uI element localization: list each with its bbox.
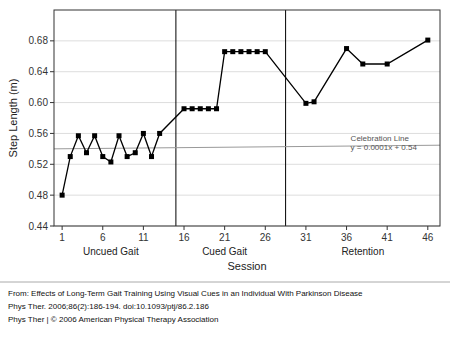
data-point xyxy=(84,150,89,155)
caption: From: Effects of Long-Term Gait Training… xyxy=(8,289,363,298)
data-point xyxy=(92,133,97,138)
x-tick-label: 1 xyxy=(59,232,65,243)
x-tick xyxy=(265,226,266,230)
data-point xyxy=(247,49,252,54)
data-point xyxy=(190,106,195,111)
x-tick-label: 6 xyxy=(100,232,106,243)
caption-separator xyxy=(0,282,450,283)
x-axis: 161116212631364146 xyxy=(59,226,433,243)
data-point xyxy=(263,49,268,54)
x-tick-label: 21 xyxy=(219,232,231,243)
data-point xyxy=(68,154,73,159)
y-tick-label: 0.64 xyxy=(29,66,49,77)
phase-line xyxy=(285,10,286,226)
x-tick xyxy=(224,226,225,230)
chart: 0.440.480.520.560.600.640.68161116212631… xyxy=(0,0,450,338)
y-tick-label: 0.52 xyxy=(29,159,49,170)
grid-line xyxy=(54,40,440,41)
x-tick-label: 36 xyxy=(341,232,353,243)
data-point xyxy=(312,99,317,104)
data-point xyxy=(255,49,260,54)
data-point xyxy=(141,131,146,136)
x-tick-label: 11 xyxy=(138,232,149,243)
x-tick-label: 26 xyxy=(260,232,272,243)
y-tick xyxy=(50,40,54,41)
x-tick xyxy=(62,226,63,230)
grid-line xyxy=(54,102,440,103)
data-point xyxy=(222,49,227,54)
x-tick xyxy=(427,226,428,230)
plot-frame xyxy=(54,10,440,226)
x-tick xyxy=(143,226,144,230)
data-point xyxy=(344,46,349,51)
data-point xyxy=(60,193,65,198)
data-point xyxy=(182,106,187,111)
y-tick-label: 0.56 xyxy=(29,128,49,139)
annotation: Celebration Line xyxy=(351,134,410,143)
x-tick xyxy=(102,226,103,230)
data-point xyxy=(133,150,138,155)
x-tick xyxy=(346,226,347,230)
data-point xyxy=(230,49,235,54)
data-point xyxy=(303,101,308,106)
y-tick xyxy=(50,195,54,196)
data-point xyxy=(206,106,211,111)
x-tick xyxy=(387,226,388,230)
data-point xyxy=(149,154,154,159)
y-tick-label: 0.44 xyxy=(29,221,49,232)
data-point xyxy=(360,62,365,67)
grid-line xyxy=(54,71,440,72)
y-axis-label: Step Length (m) xyxy=(7,79,19,158)
y-tick xyxy=(50,71,54,72)
y-tick xyxy=(50,133,54,134)
grid-line xyxy=(54,195,440,196)
y-tick-label: 0.60 xyxy=(29,97,49,108)
data-point xyxy=(157,131,162,136)
y-tick-label: 0.68 xyxy=(29,35,49,46)
y-axis: 0.44 0.48 0.52 0.56 0.60 0.64 0.68 xyxy=(29,35,54,231)
phase-label: Retention xyxy=(341,246,384,257)
x-axis-label: Session xyxy=(227,260,266,272)
y-grid xyxy=(54,41,440,226)
x-tick xyxy=(184,226,185,230)
data-point xyxy=(125,154,130,159)
caption: Phys Ther. 2006;86(2):186-194. doi:10.10… xyxy=(8,302,209,311)
y-tick xyxy=(50,164,54,165)
data-point xyxy=(385,62,390,67)
y-tick xyxy=(50,102,54,103)
caption: Phys Ther | © 2006 American Physical The… xyxy=(8,315,218,324)
data-point xyxy=(198,106,203,111)
data-point xyxy=(214,106,219,111)
data-point xyxy=(100,154,105,159)
x-tick-label: 41 xyxy=(382,232,394,243)
data-line xyxy=(62,40,428,195)
y-tick xyxy=(50,226,54,227)
phase-label: Cued Gait xyxy=(202,246,247,257)
data-point xyxy=(425,38,430,43)
data-point xyxy=(108,159,113,164)
data-point xyxy=(238,49,243,54)
x-tick-label: 16 xyxy=(178,232,190,243)
annotation: y = 0.0001x + 0.54 xyxy=(351,143,418,152)
plot-data xyxy=(54,10,440,226)
x-tick-label: 46 xyxy=(422,232,434,243)
phase-label: Uncued Gait xyxy=(83,246,139,257)
data-point xyxy=(117,133,122,138)
y-tick-label: 0.48 xyxy=(29,190,49,201)
data-point xyxy=(76,133,81,138)
x-tick-label: 31 xyxy=(300,232,312,243)
x-tick xyxy=(305,226,306,230)
